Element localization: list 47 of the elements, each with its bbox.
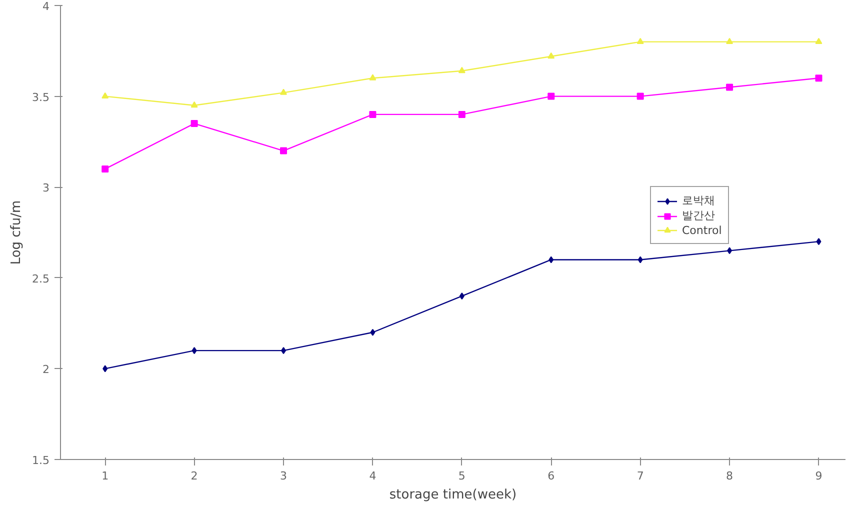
y-tick-label: 2 xyxy=(42,363,50,376)
point xyxy=(102,92,109,99)
x-tick-label: 4 xyxy=(369,470,376,482)
x-tick-label: 3 xyxy=(280,470,288,482)
y-axis-title: Log cfu/m xyxy=(9,200,24,265)
x-tick-label: 1 xyxy=(102,470,109,482)
legend-label: Control xyxy=(682,223,722,237)
point xyxy=(548,256,554,264)
point xyxy=(280,88,288,95)
point xyxy=(190,120,198,128)
y-tick-label: 1.5 xyxy=(32,454,50,467)
point xyxy=(726,38,734,44)
point xyxy=(815,38,822,44)
point xyxy=(281,347,286,354)
x-tick-label: 6 xyxy=(548,470,555,482)
x-tick-label: 2 xyxy=(190,470,198,482)
point xyxy=(370,328,376,336)
point xyxy=(190,101,198,108)
point xyxy=(102,365,108,372)
y-tick-label: 3.5 xyxy=(32,90,50,104)
legend-label: 발간산 xyxy=(682,208,715,223)
point xyxy=(458,66,466,74)
point xyxy=(816,238,822,246)
x-axis-title: storage time(week) xyxy=(389,488,517,502)
x-tick-label: 9 xyxy=(815,470,822,482)
point xyxy=(102,165,109,172)
legend-label: 로박채 xyxy=(682,193,715,208)
x-tick-label: 5 xyxy=(458,470,466,482)
point xyxy=(459,292,464,300)
point xyxy=(369,74,376,80)
point xyxy=(548,92,555,100)
point xyxy=(458,110,466,118)
point xyxy=(636,92,644,100)
point xyxy=(192,347,197,354)
point xyxy=(369,110,376,118)
point xyxy=(548,52,555,59)
y-tick-label: 3 xyxy=(42,182,50,195)
point xyxy=(638,256,643,264)
point xyxy=(815,74,822,82)
point xyxy=(280,147,288,154)
x-tick-label: 8 xyxy=(726,470,734,482)
point xyxy=(726,84,734,91)
point xyxy=(727,247,732,254)
y-tick-label: 2.5 xyxy=(32,272,50,286)
point xyxy=(636,38,644,44)
y-tick-label: 4 xyxy=(42,0,50,13)
x-tick-label: 7 xyxy=(636,470,644,482)
